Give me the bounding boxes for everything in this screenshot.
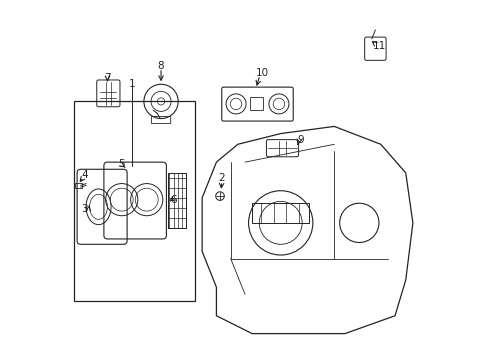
Text: 7: 7 [104, 73, 111, 83]
Bar [168, 173, 186, 228]
Text: 3: 3 [82, 203, 88, 213]
Text: 6: 6 [170, 195, 177, 204]
Text: 5: 5 [119, 159, 125, 169]
Text: 10: 10 [256, 68, 269, 78]
Bar [250, 98, 263, 111]
Text: 2: 2 [219, 173, 225, 183]
Text: 9: 9 [297, 135, 304, 145]
Text: 8: 8 [158, 61, 164, 71]
Text: 4: 4 [82, 170, 88, 180]
Text: 11: 11 [372, 41, 386, 51]
Bar [74, 102, 195, 301]
Bar [252, 203, 309, 223]
Text: 1: 1 [129, 78, 136, 89]
Bar [75, 183, 82, 188]
